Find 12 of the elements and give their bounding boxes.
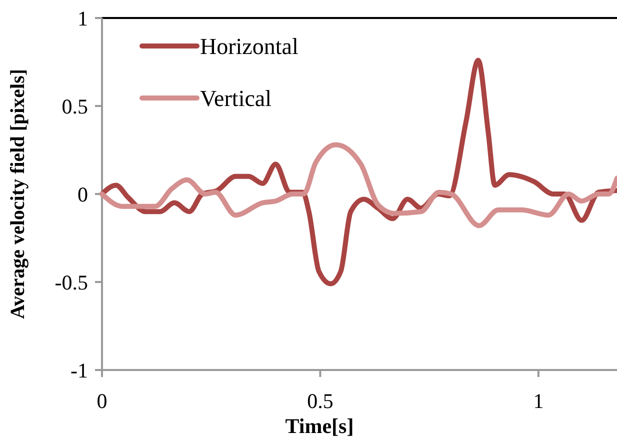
y-tick-label: 0 [78,182,88,206]
y-axis-title: Average velocity field [pixels] [7,68,29,320]
x-tick-label: 0 [96,389,108,413]
legend-label: Vertical [200,86,272,112]
y-tick-label: 1 [78,6,88,30]
legend-label: Horizontal [200,34,298,60]
y-tick-label: -1 [70,358,88,382]
x-tick-label: 1 [533,389,544,413]
x-tick-label: 0.5 [307,389,334,413]
y-tick-label: -0.5 [54,270,88,294]
y-tick-label: 0.5 [62,94,88,118]
x-axis-title: Time[s] [285,414,354,438]
